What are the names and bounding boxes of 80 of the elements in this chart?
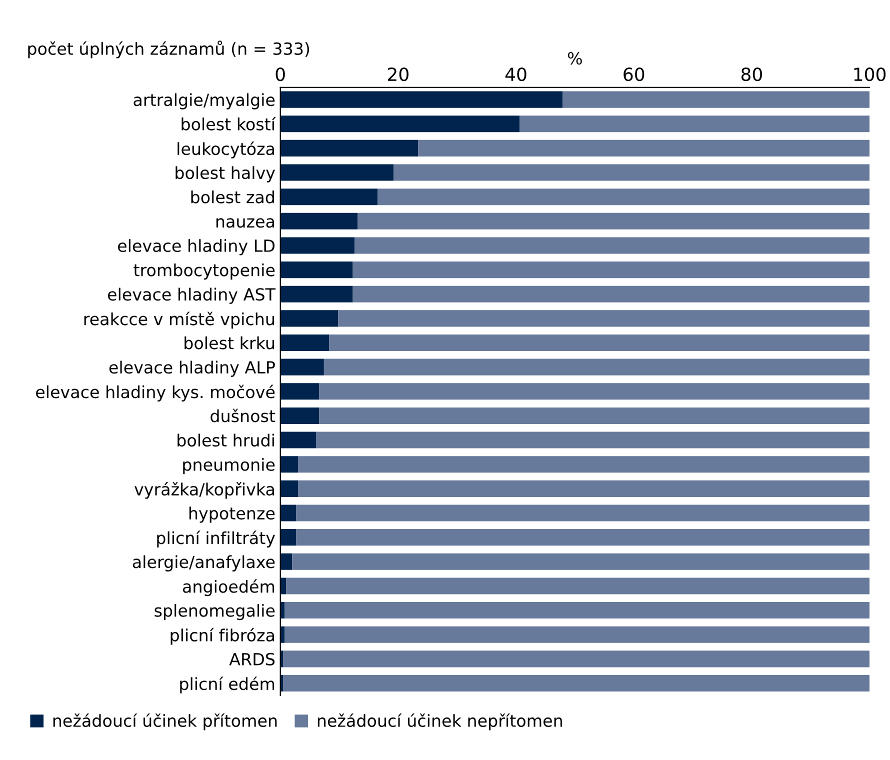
x-tick-label: 40 [505,67,526,82]
bar [329,334,870,352]
bar [280,407,320,424]
bar [393,164,870,181]
bar [280,358,324,376]
bar [280,188,378,206]
bar [562,91,870,108]
bar [280,480,298,497]
bar [280,383,320,400]
y-tick-label: ARDS [229,652,275,666]
y-tick-label: pneumonie [183,458,275,474]
bar [280,553,292,570]
y-tick-label: hypotenze [189,506,275,523]
bar [280,237,355,254]
bar [354,237,870,254]
chart-title: počet úplných záznamů (n = 333) [28,40,310,58]
bar [283,674,870,692]
bar [280,529,296,546]
bar [280,140,418,156]
bar [418,140,870,156]
y-tick-label: bolest halvy [176,166,275,182]
bar [520,116,870,132]
y-tick-label: elevace hladiny ALP [109,360,275,377]
bar [280,262,353,278]
bar [319,383,870,400]
y-tick-label: angioedém [182,579,274,596]
bar [280,504,296,522]
bar [280,164,394,181]
y-tick-label: trombocytopenie [134,263,275,280]
y-tick-label: bolest krku [184,336,274,350]
bar [319,407,870,424]
bar [338,310,870,327]
y-tick-label: dušnost [210,408,276,422]
y-tick-label: bolest zad [191,190,274,204]
bar [286,578,870,594]
bar [296,504,870,522]
y-tick-label: vyrážka/kopřivka [134,482,274,499]
bar [280,116,520,132]
bar [280,91,563,108]
bar [280,334,330,352]
x-tick-label: 100 [854,67,886,82]
bar [280,432,316,448]
x-tick-label: 80 [741,67,762,82]
y-tick-label: elevace hladiny LD [118,239,274,256]
y-tick-label: bolest hrudi [178,434,274,447]
bar [280,456,298,473]
bar [280,212,358,230]
legend-label: nežádoucí účinek přítomen [53,713,277,730]
bar [284,626,870,643]
bar [284,602,870,619]
y-tick-label: alergie/anafylaxe [132,555,275,572]
y-tick-label: leukocytóza [178,142,274,158]
x-tick-label: 60 [624,67,644,82]
y-tick-label: reakcce v místě vpichu [84,312,274,329]
y-tick-label: splenomegalie [154,604,275,620]
bar [324,358,870,376]
y-tick-label: bolest kostí [182,116,276,130]
y-tick-label: plicní infiltráty [157,530,275,548]
bar [292,553,870,570]
y-tick-label: elevace hladiny AST [108,288,276,304]
bar [378,188,870,206]
y-tick-label: artralgie/myalgie [134,93,275,110]
bar [283,650,870,668]
bar [316,432,870,448]
x-tick-label: 0 [276,67,285,82]
x-tick-label: 20 [388,67,408,82]
bar [298,480,870,497]
x-axis-title: % [568,52,582,65]
bar [352,286,870,302]
y-tick-label: elevace hladiny kys. močové [36,384,275,402]
bar [280,286,353,302]
bar [358,212,870,230]
bar [280,310,338,327]
bar [298,456,870,473]
legend-label: nežádoucí účinek nepřítomen [318,713,562,730]
y-tick-label: nauzea [216,218,274,228]
y-tick-label: plicní fibróza [170,628,274,645]
bar [352,262,870,278]
bar [296,529,870,546]
y-tick-label: plicní edém [180,676,274,694]
